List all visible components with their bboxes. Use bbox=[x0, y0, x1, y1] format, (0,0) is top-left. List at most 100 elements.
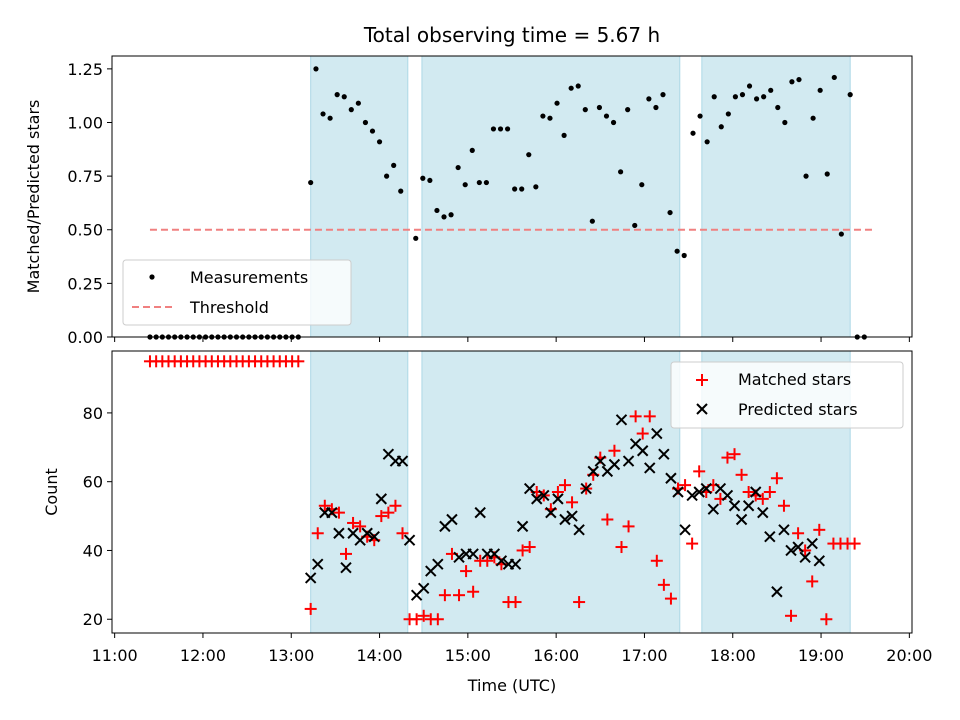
matched-stars-point bbox=[347, 516, 360, 529]
predicted-stars-point bbox=[735, 513, 748, 526]
measurements-point bbox=[674, 248, 680, 254]
matched-stars-point bbox=[693, 465, 706, 478]
measurements-point bbox=[384, 173, 390, 179]
matched-stars-point bbox=[481, 554, 494, 567]
predicted-stars-point bbox=[742, 500, 755, 512]
matched-stars-point bbox=[382, 506, 395, 519]
predicted-stars-point bbox=[750, 486, 762, 498]
matched-stars-point bbox=[650, 554, 663, 567]
matched-stars-point bbox=[735, 468, 748, 481]
measurements-point bbox=[618, 169, 624, 175]
y-tick-label: 0.25 bbox=[67, 274, 103, 293]
matched-stars-point bbox=[629, 410, 642, 423]
measurements-point bbox=[554, 100, 560, 106]
predicted-stars-point bbox=[474, 506, 486, 519]
y-tick-label: 0.00 bbox=[67, 328, 103, 347]
measurements-point bbox=[761, 94, 767, 100]
measurements-point bbox=[469, 147, 475, 153]
matched-stars-point bbox=[742, 486, 755, 498]
predicted-stars-point bbox=[559, 513, 571, 526]
x-tick-label: 14:00 bbox=[356, 646, 402, 665]
x-tick-label: 20:00 bbox=[886, 646, 932, 665]
measurements-point bbox=[838, 231, 844, 237]
measurements-point bbox=[362, 119, 369, 126]
predicted-stars-point bbox=[622, 455, 635, 467]
legend-label-predicted: Predicted stars bbox=[738, 400, 858, 419]
matched-stars-point bbox=[728, 448, 741, 461]
measurements-point bbox=[391, 162, 397, 168]
matched-stars-point bbox=[354, 520, 367, 533]
measurements-point bbox=[660, 92, 666, 98]
measurements-point bbox=[681, 252, 687, 259]
y-tick-label: 0.50 bbox=[67, 221, 103, 240]
predicted-stars-point bbox=[778, 524, 790, 536]
matched-stars-point bbox=[332, 506, 345, 519]
matched-stars-point bbox=[848, 537, 861, 550]
measurements-point bbox=[847, 92, 853, 98]
predicted-stars-point bbox=[509, 558, 522, 570]
matched-stars-point bbox=[636, 427, 649, 440]
legend-frame bbox=[670, 361, 904, 429]
matched-stars-point bbox=[657, 578, 670, 591]
predicted-stars-point bbox=[396, 455, 409, 467]
matched-stars-point bbox=[573, 596, 586, 609]
predicted-stars-point bbox=[707, 503, 720, 515]
observing-interval-2 bbox=[421, 350, 681, 634]
predicted-stars-point bbox=[700, 482, 712, 495]
measurements-point bbox=[817, 87, 823, 93]
predicted-stars-point bbox=[523, 482, 536, 495]
ratio-panel: 0.00 0.25 0.50 0.75 1.00 1.25 Matched/Predict… bbox=[24, 55, 913, 347]
matched-stars-point bbox=[664, 592, 677, 605]
matched-stars-point bbox=[686, 537, 699, 550]
measurements-point bbox=[796, 76, 802, 83]
measurements-point bbox=[824, 171, 830, 177]
measurements-point bbox=[526, 152, 532, 158]
matched-stars-point bbox=[431, 613, 444, 626]
predicted-stars-point bbox=[340, 561, 352, 574]
count-panel-y-ticks: 20 40 60 80 bbox=[83, 404, 112, 629]
predicted-stars-point bbox=[651, 427, 663, 440]
measurements-point bbox=[462, 182, 468, 188]
predicted-stars-point bbox=[785, 544, 797, 557]
predicted-stars-point bbox=[326, 506, 338, 519]
x-tick-label: 16:00 bbox=[533, 646, 579, 665]
predicted-stars-point bbox=[531, 493, 543, 505]
measurements-point bbox=[448, 212, 454, 218]
predicted-stars-point bbox=[552, 493, 564, 505]
predicted-stars-point bbox=[672, 486, 684, 498]
y-tick-label: 1.00 bbox=[67, 113, 103, 132]
matched-stars-point bbox=[777, 499, 790, 512]
measurements-point bbox=[632, 222, 638, 229]
predicted-stars-point bbox=[538, 489, 550, 502]
measurements-point bbox=[455, 164, 461, 171]
matched-stars-point bbox=[389, 499, 402, 512]
y-tick-label: 1.25 bbox=[67, 60, 103, 79]
matched-stars-point bbox=[601, 513, 614, 526]
x-tick-label: 18:00 bbox=[710, 646, 756, 665]
measurements-point bbox=[441, 214, 447, 220]
predicted-stars-point bbox=[608, 458, 621, 471]
matched-stars-point bbox=[785, 609, 798, 622]
predicted-stars-point bbox=[792, 541, 804, 553]
predicted-stars-point bbox=[573, 524, 585, 536]
measurements-point bbox=[639, 182, 645, 188]
ratio-panel-frame bbox=[111, 55, 913, 338]
measurements-point bbox=[540, 113, 546, 119]
x-tick-label: 11:00 bbox=[92, 646, 138, 665]
predicted-stars-point bbox=[686, 489, 698, 502]
measurements-point bbox=[334, 92, 340, 98]
matched-stars-point bbox=[806, 575, 819, 588]
measurements-point bbox=[831, 74, 837, 81]
count-panel-legend: Matched stars Predicted stars bbox=[670, 361, 904, 429]
measurements-point bbox=[803, 173, 809, 179]
predicted-stars-point bbox=[806, 537, 818, 550]
measurements-point bbox=[519, 186, 525, 192]
y-tick-label: 40 bbox=[83, 541, 103, 560]
measurements-point bbox=[768, 87, 774, 93]
predicted-stars-point bbox=[495, 555, 508, 567]
predicted-stars-point bbox=[432, 558, 444, 570]
matched-stars-point bbox=[318, 499, 331, 512]
y-tick-label: 0.75 bbox=[67, 167, 103, 186]
predicted-stars-point bbox=[665, 472, 677, 484]
predicted-stars-point bbox=[375, 493, 388, 505]
